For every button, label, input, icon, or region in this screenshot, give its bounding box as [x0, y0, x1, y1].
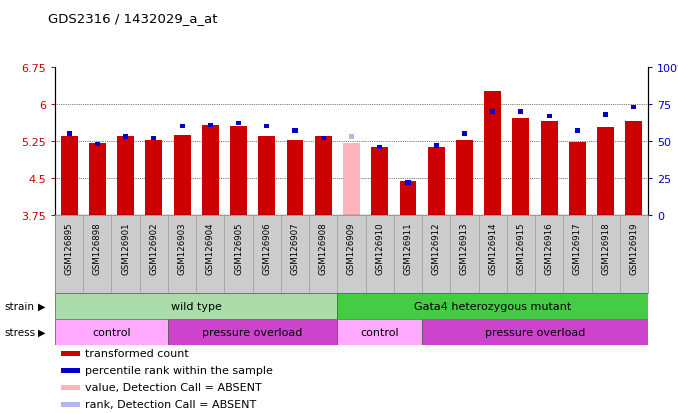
- Bar: [236, 122, 241, 126]
- Text: Gata4 heterozygous mutant: Gata4 heterozygous mutant: [414, 301, 572, 311]
- Text: value, Detection Call = ABSENT: value, Detection Call = ABSENT: [85, 382, 262, 392]
- Text: control: control: [92, 327, 131, 337]
- Bar: [434, 144, 439, 148]
- Text: GDS2316 / 1432029_a_at: GDS2316 / 1432029_a_at: [48, 12, 218, 25]
- Bar: [603, 113, 608, 117]
- Bar: [180, 125, 184, 129]
- Bar: [343, 144, 360, 216]
- Bar: [66, 132, 72, 136]
- Bar: [597, 128, 614, 216]
- Bar: [145, 140, 162, 216]
- Bar: [174, 135, 191, 216]
- Bar: [207, 123, 213, 128]
- Bar: [631, 105, 637, 110]
- Bar: [321, 136, 326, 141]
- Text: pressure overload: pressure overload: [485, 327, 585, 337]
- Bar: [372, 147, 388, 216]
- Text: GSM126904: GSM126904: [206, 222, 215, 274]
- Bar: [338, 319, 422, 345]
- Bar: [89, 144, 106, 216]
- Bar: [61, 351, 81, 356]
- Bar: [264, 125, 269, 129]
- Bar: [95, 142, 100, 147]
- Bar: [428, 148, 445, 216]
- Bar: [287, 140, 304, 216]
- Text: GSM126910: GSM126910: [375, 222, 384, 274]
- Bar: [123, 135, 128, 140]
- Text: stress: stress: [4, 327, 35, 337]
- Bar: [513, 119, 530, 216]
- Bar: [315, 137, 332, 216]
- Text: wild type: wild type: [171, 301, 222, 311]
- Bar: [422, 319, 648, 345]
- Bar: [399, 182, 416, 216]
- Bar: [61, 368, 81, 373]
- Bar: [60, 137, 77, 216]
- Text: GSM126919: GSM126919: [629, 222, 639, 274]
- Bar: [484, 91, 501, 216]
- Bar: [540, 122, 557, 216]
- Text: GSM126908: GSM126908: [319, 222, 327, 274]
- Text: GSM126898: GSM126898: [93, 222, 102, 274]
- Text: strain: strain: [4, 301, 34, 311]
- Text: GSM126911: GSM126911: [403, 222, 412, 274]
- Bar: [456, 141, 473, 216]
- Text: transformed count: transformed count: [85, 349, 189, 358]
- Bar: [202, 126, 219, 216]
- Bar: [151, 136, 157, 141]
- Bar: [349, 135, 354, 140]
- Bar: [117, 137, 134, 216]
- Text: GSM126914: GSM126914: [488, 222, 497, 274]
- Text: GSM126913: GSM126913: [460, 222, 469, 274]
- Text: percentile rank within the sample: percentile rank within the sample: [85, 366, 273, 375]
- Text: ▶: ▶: [38, 301, 45, 311]
- Bar: [462, 132, 467, 136]
- Text: pressure overload: pressure overload: [203, 327, 303, 337]
- Bar: [569, 143, 586, 216]
- Text: GSM126912: GSM126912: [432, 222, 441, 274]
- Bar: [575, 129, 580, 133]
- Text: control: control: [361, 327, 399, 337]
- Bar: [258, 137, 275, 216]
- Text: GSM126903: GSM126903: [178, 222, 186, 274]
- Bar: [546, 114, 552, 119]
- Text: ▶: ▶: [38, 327, 45, 337]
- Bar: [55, 293, 338, 319]
- Text: GSM126905: GSM126905: [234, 222, 243, 274]
- Bar: [230, 126, 247, 216]
- Bar: [61, 402, 81, 407]
- Bar: [405, 181, 410, 185]
- Text: GSM126895: GSM126895: [64, 222, 74, 274]
- Bar: [292, 129, 298, 133]
- Text: GSM126902: GSM126902: [149, 222, 159, 274]
- Bar: [625, 122, 642, 216]
- Text: GSM126916: GSM126916: [544, 222, 554, 274]
- Bar: [61, 385, 81, 390]
- Bar: [55, 319, 168, 345]
- Text: GSM126918: GSM126918: [601, 222, 610, 274]
- Bar: [519, 110, 523, 114]
- Text: GSM126917: GSM126917: [573, 222, 582, 274]
- Text: GSM126907: GSM126907: [291, 222, 300, 274]
- Bar: [338, 293, 648, 319]
- Text: GSM126906: GSM126906: [262, 222, 271, 274]
- Bar: [377, 145, 382, 150]
- Text: GSM126909: GSM126909: [347, 222, 356, 274]
- Text: GSM126901: GSM126901: [121, 222, 130, 274]
- Bar: [168, 319, 338, 345]
- Text: GSM126915: GSM126915: [517, 222, 525, 274]
- Text: rank, Detection Call = ABSENT: rank, Detection Call = ABSENT: [85, 399, 256, 410]
- Bar: [490, 110, 495, 114]
